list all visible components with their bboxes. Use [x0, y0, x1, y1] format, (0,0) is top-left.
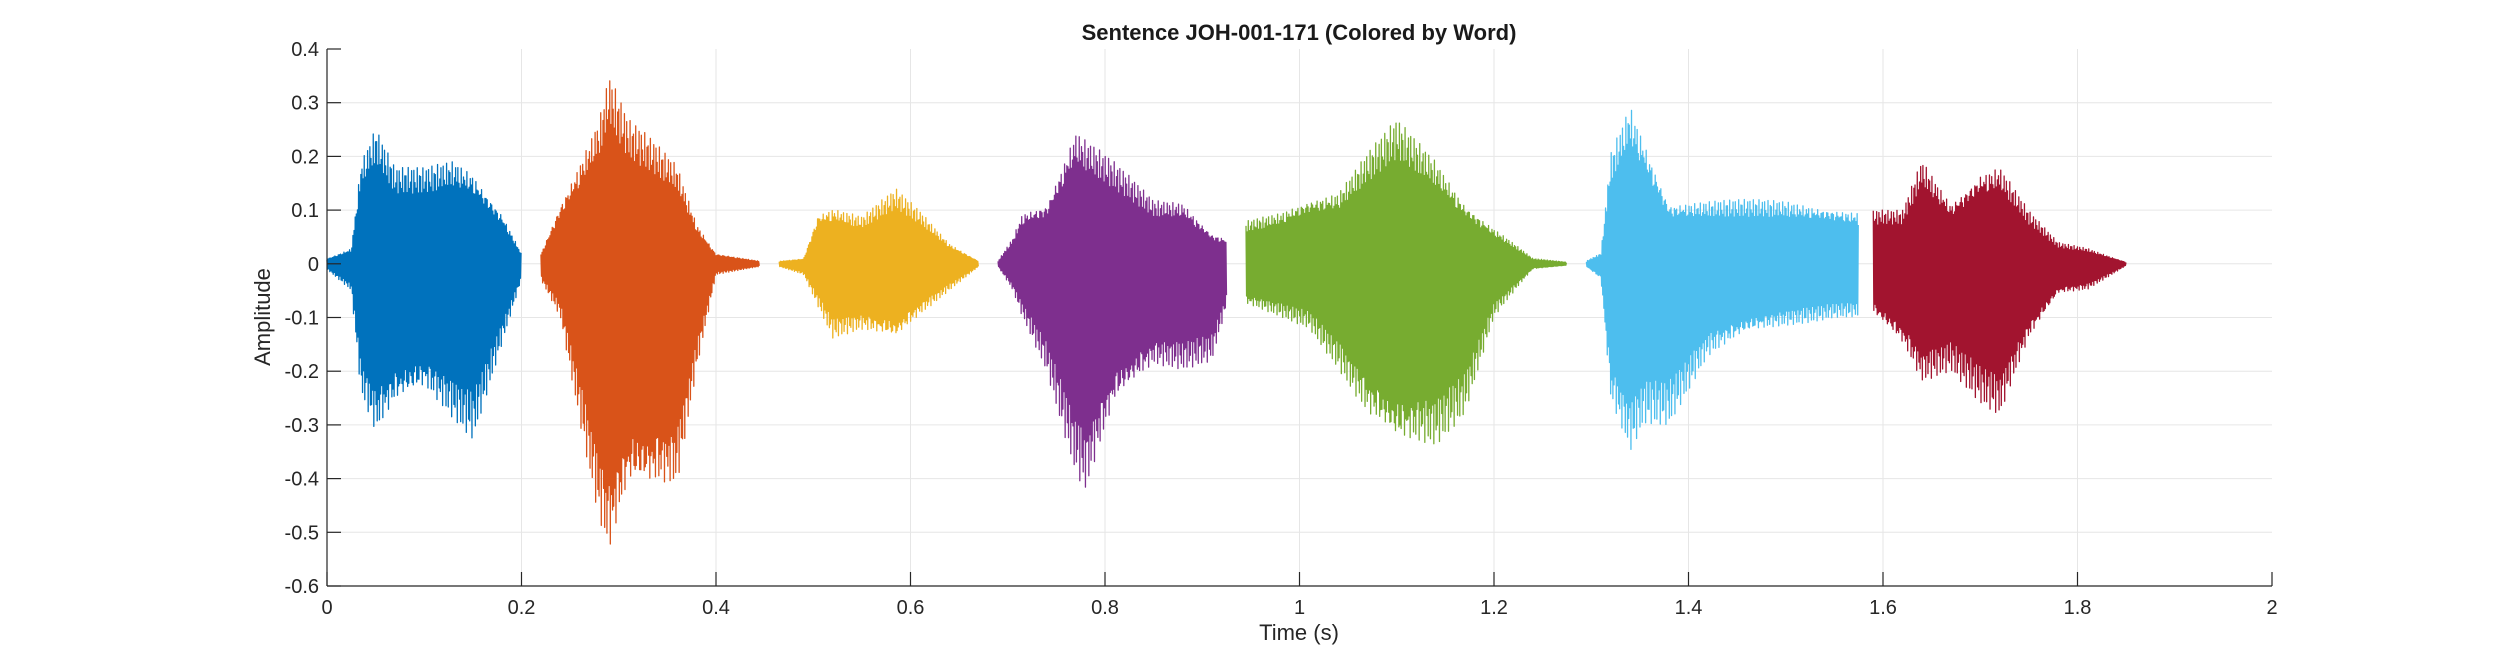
waveform-series-group	[326, 80, 2127, 545]
y-tick-label: -0.6	[285, 576, 319, 598]
y-tick-label: 0.1	[291, 200, 319, 222]
waveform-series-7	[1872, 164, 2127, 414]
x-tick-label: 0	[321, 597, 332, 619]
axes: 0 0.2 0.4 0.6 0.8 1 1.2 1.4 1.6 1.8 2 -0.6 -0.5 -0.4 -…	[285, 39, 2278, 619]
x-tick-label: 0.4	[702, 597, 730, 619]
waveform-series-3	[778, 188, 979, 339]
y-tick-label: -0.1	[285, 308, 319, 330]
x-tick-label: 1.2	[1480, 597, 1508, 619]
waveform-series-4	[997, 135, 1228, 488]
x-tick-label: 1.6	[1869, 597, 1897, 619]
x-tick-label: 2	[2266, 597, 2277, 619]
x-tick-label: 0.6	[897, 597, 925, 619]
y-tick-label: -0.5	[285, 522, 319, 544]
y-tick-label: 0.2	[291, 146, 319, 168]
y-tick-label: -0.3	[285, 415, 319, 437]
y-tick-label: 0.3	[291, 93, 319, 115]
x-tick-label: 0.2	[508, 597, 536, 619]
x-tick-label: 1	[1294, 597, 1305, 619]
y-tick-label: 0	[308, 254, 319, 276]
x-tick-label: 1.4	[1675, 597, 1703, 619]
x-axis-label: Time (s)	[1259, 620, 1339, 645]
y-tick-label: 0.4	[291, 39, 319, 61]
x-tick-label: 0.8	[1091, 597, 1119, 619]
waveform-series-2	[540, 80, 760, 545]
waveform-series-6	[1585, 109, 1859, 450]
x-tick-label: 1.8	[2064, 597, 2092, 619]
chart-title: Sentence JOH-001-171 (Colored by Word)	[1082, 20, 1517, 45]
y-tick-label: -0.4	[285, 469, 319, 491]
waveform-series-5	[1245, 122, 1568, 445]
waveform-series-1	[326, 133, 522, 439]
y-tick-label: -0.2	[285, 361, 319, 383]
y-axis-label: Amplitude	[250, 268, 275, 366]
